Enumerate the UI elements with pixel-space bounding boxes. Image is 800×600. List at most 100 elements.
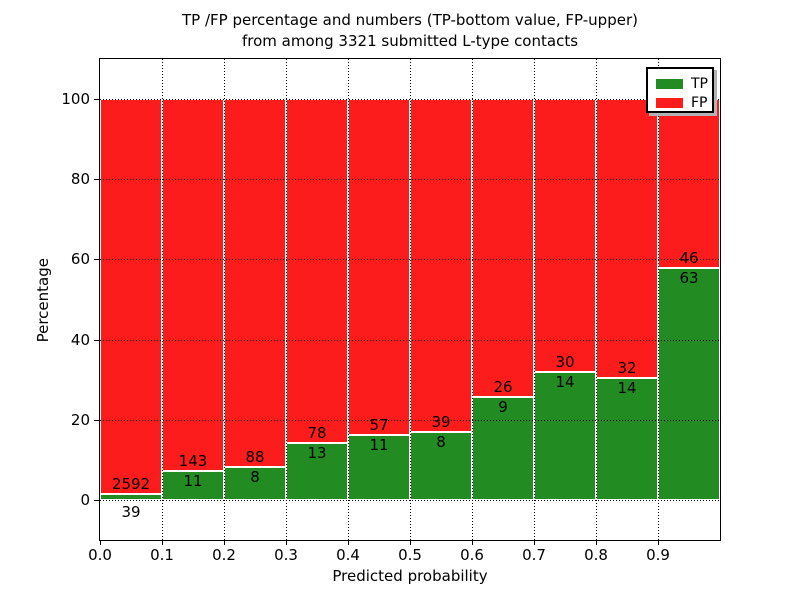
tp-count-label: 14 <box>555 373 575 391</box>
bar-column <box>596 99 658 500</box>
x-tick-label: 0.4 <box>336 546 360 564</box>
x-tick-mark <box>534 540 535 545</box>
y-tick-label: 100 <box>61 90 90 108</box>
gridline-vertical <box>596 59 597 540</box>
x-tick-mark <box>348 540 349 545</box>
fp-count-label: 2592 <box>111 475 151 493</box>
fp-count-label: 30 <box>555 353 575 371</box>
x-tick-label: 0.1 <box>150 546 174 564</box>
tp-count-label: 13 <box>307 444 327 462</box>
bar-column <box>224 99 286 500</box>
gridline-vertical <box>658 59 659 540</box>
x-tick-mark <box>658 540 659 545</box>
bar-column <box>162 99 224 500</box>
fp-count-label: 26 <box>493 378 513 396</box>
bar-segment-fp <box>162 99 224 471</box>
gridline-vertical <box>286 59 287 540</box>
bar-segment-tp <box>348 435 410 500</box>
y-tick-mark <box>94 179 99 180</box>
fp-count-label: 57 <box>369 416 389 434</box>
y-tick-label: 0 <box>80 491 90 509</box>
x-tick-label: 0.7 <box>522 546 546 564</box>
y-tick-label: 40 <box>70 331 90 349</box>
fp-count-label: 143 <box>178 452 208 470</box>
y-tick-mark <box>94 500 99 501</box>
x-tick-label: 0.3 <box>274 546 298 564</box>
x-tick-label: 0.0 <box>88 546 112 564</box>
fp-count-label: 88 <box>245 448 265 466</box>
x-tick-label: 0.2 <box>212 546 236 564</box>
bar-segment-tp <box>658 268 720 500</box>
bar-column <box>534 99 596 500</box>
y-tick-mark <box>94 420 99 421</box>
y-tick-label: 80 <box>70 170 90 188</box>
bar-segment-fp <box>534 99 596 372</box>
gridline-vertical <box>162 59 163 540</box>
fp-count-label: 78 <box>307 424 327 442</box>
x-tick-mark <box>224 540 225 545</box>
legend-label-fp: FP <box>691 94 708 111</box>
legend-label-tp: TP <box>691 75 708 92</box>
legend: TP FP <box>646 67 714 113</box>
fp-count-label: 39 <box>431 413 451 431</box>
bar-segment-fp <box>348 99 410 435</box>
tp-count-label: 14 <box>617 379 637 397</box>
x-tick-mark <box>410 540 411 545</box>
y-tick-label: 20 <box>70 411 90 429</box>
bar-segment-tp <box>286 443 348 500</box>
fp-color-swatch <box>656 97 683 108</box>
x-tick-label: 0.6 <box>460 546 484 564</box>
legend-entry-tp: TP <box>656 74 712 93</box>
bar-segment-fp <box>410 99 472 432</box>
fp-count-label: 32 <box>617 359 637 377</box>
x-tick-mark <box>100 540 101 545</box>
bar-segment-tp <box>596 378 658 500</box>
gridline-horizontal <box>100 99 720 100</box>
tp-count-label: 63 <box>679 269 699 287</box>
bar-segment-fp <box>596 99 658 378</box>
gridline-vertical <box>410 59 411 540</box>
gridline-horizontal <box>100 420 720 421</box>
bar-segment-tp <box>100 494 162 500</box>
x-tick-label: 0.8 <box>584 546 608 564</box>
gridline-vertical <box>534 59 535 540</box>
x-tick-mark <box>162 540 163 545</box>
y-tick-label: 60 <box>70 250 90 268</box>
x-axis-label: Predicted probability <box>332 567 488 585</box>
tp-color-swatch <box>656 78 683 89</box>
x-tick-label: 0.5 <box>398 546 422 564</box>
tp-count-label: 39 <box>121 503 141 521</box>
bar-column <box>410 99 472 500</box>
gridline-horizontal <box>100 500 720 501</box>
bar-column <box>472 99 534 500</box>
x-tick-label: 0.9 <box>646 546 670 564</box>
tp-count-label: 9 <box>498 398 508 416</box>
bar-column <box>100 99 162 500</box>
gridline-horizontal <box>100 340 720 341</box>
bar-column <box>658 99 720 500</box>
bar-segment-fp <box>224 99 286 467</box>
y-tick-mark <box>94 340 99 341</box>
gridline-vertical <box>472 59 473 540</box>
y-tick-mark <box>94 259 99 260</box>
tp-count-label: 8 <box>436 433 446 451</box>
tp-count-label: 11 <box>369 436 389 454</box>
chart-title-line2: from among 3321 submitted L-type contact… <box>241 32 579 50</box>
y-axis-label: Percentage <box>34 258 52 343</box>
x-tick-mark <box>596 540 597 545</box>
gridline-horizontal <box>100 259 720 260</box>
fp-count-label: 46 <box>679 249 699 267</box>
plot-area: 2592 39 143 11 88 8 78 13 57 11 39 8 26 9 30 14 32 14 46 63 <box>94 58 721 545</box>
bar-segment-tp <box>224 467 286 500</box>
gridline-vertical <box>348 59 349 540</box>
bar-segment-fp <box>100 99 162 494</box>
bar-column <box>348 99 410 500</box>
y-tick-mark <box>94 99 99 100</box>
gridline-horizontal <box>100 179 720 180</box>
tp-count-label: 11 <box>183 472 203 490</box>
legend-entry-fp: FP <box>656 93 712 112</box>
bar-segment-tp <box>162 471 224 500</box>
x-tick-mark <box>472 540 473 545</box>
tp-count-label: 8 <box>250 468 260 486</box>
x-tick-mark <box>286 540 287 545</box>
